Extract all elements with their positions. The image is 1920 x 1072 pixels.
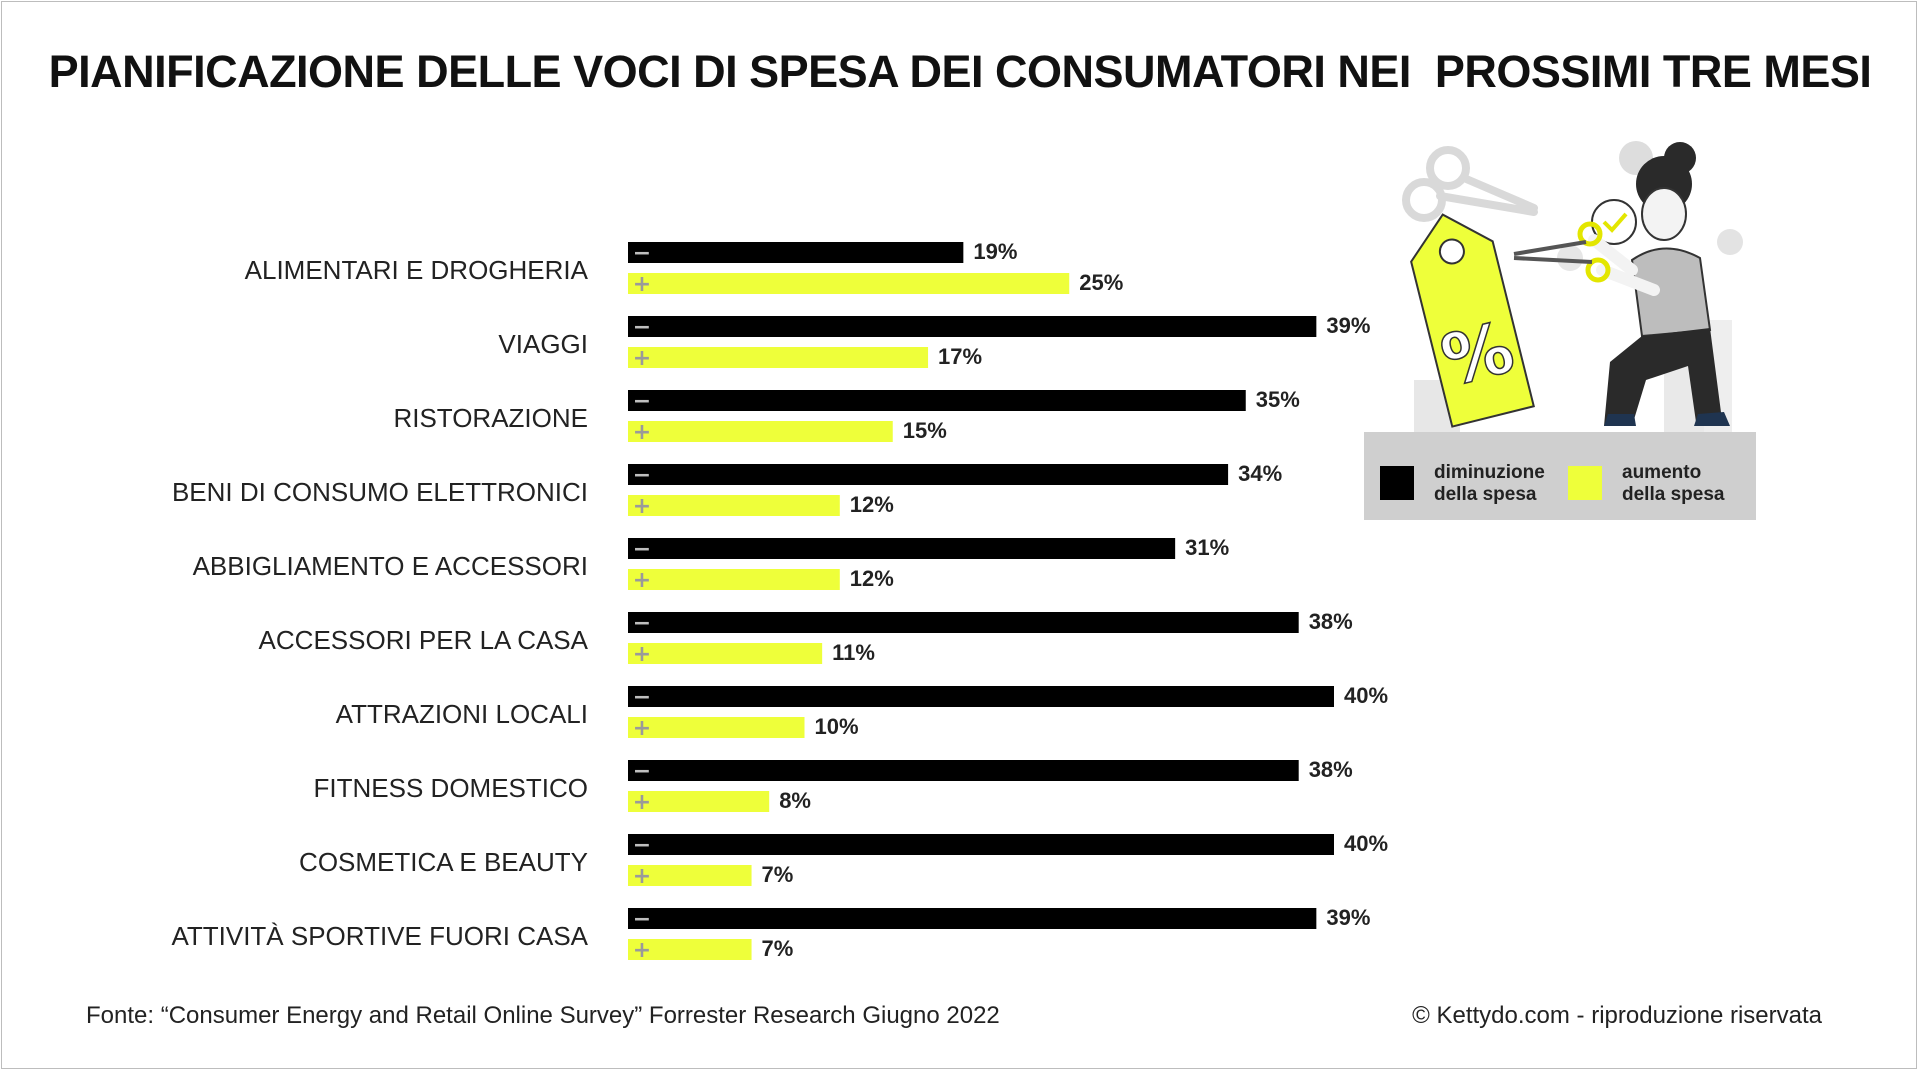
- bar-increase: [628, 791, 770, 812]
- value-label: 7%: [762, 936, 794, 961]
- bar-decrease: [628, 908, 1317, 929]
- value-label: 10%: [815, 714, 859, 739]
- value-label: 11%: [832, 640, 875, 665]
- plus-icon: +: [633, 346, 651, 371]
- plus-icon: +: [633, 790, 651, 815]
- value-label: 12%: [850, 566, 894, 591]
- legend: diminuzione della spesa aumento della sp…: [1364, 432, 1756, 520]
- plus-icon: +: [633, 568, 651, 593]
- value-label: 7%: [762, 862, 794, 887]
- bar-increase: [628, 717, 805, 738]
- minus-icon: −: [633, 759, 651, 784]
- bar-increase: [628, 495, 840, 516]
- shopping-discount-person-icon: %: [1402, 141, 1743, 432]
- legend-swatch-decrease: [1380, 466, 1414, 500]
- value-label: 38%: [1309, 757, 1353, 782]
- plus-icon: +: [633, 642, 651, 667]
- value-label: 39%: [1326, 313, 1370, 338]
- bar-increase: [628, 273, 1070, 294]
- bar-increase: [628, 643, 823, 664]
- value-label: 40%: [1344, 831, 1388, 856]
- category-label: BENI DI CONSUMO ELETTRONICI: [172, 477, 588, 507]
- category-label: ACCESSORI PER LA CASA: [259, 625, 589, 655]
- minus-icon: −: [633, 685, 651, 710]
- bar-increase: [628, 865, 752, 886]
- legend-label-decrease: diminuzione della spesa: [1434, 462, 1574, 506]
- copyright-note: © Kettydo.com - riproduzione riservata: [1412, 1002, 1822, 1029]
- category-label: ABBIGLIAMENTO E ACCESSORI: [193, 551, 588, 581]
- minus-icon: −: [633, 611, 651, 636]
- category-label: FITNESS DOMESTICO: [314, 773, 588, 803]
- chart-title: PIANIFICAZIONE DELLE VOCI DI SPESA DEI C…: [48, 46, 1872, 97]
- category-label: RISTORAZIONE: [393, 403, 588, 433]
- category-label: COSMETICA E BEAUTY: [299, 847, 588, 877]
- value-label: 31%: [1185, 535, 1229, 560]
- bar-increase: [628, 939, 752, 960]
- minus-icon: −: [633, 833, 651, 858]
- bar-decrease: [628, 464, 1229, 485]
- plus-icon: +: [633, 864, 651, 889]
- value-label: 40%: [1344, 683, 1388, 708]
- source-note: Fonte: “Consumer Energy and Retail Onlin…: [86, 1002, 1000, 1029]
- shopping-discount-illustration: %: [1364, 130, 1756, 432]
- minus-icon: −: [633, 315, 651, 340]
- value-label: 19%: [973, 239, 1017, 264]
- minus-icon: −: [633, 389, 651, 414]
- bar-decrease: [628, 760, 1299, 781]
- bar-increase: [628, 569, 840, 590]
- plus-icon: +: [633, 716, 651, 741]
- category-label: VIAGGI: [498, 329, 588, 359]
- value-label: 25%: [1079, 270, 1123, 295]
- value-label: 12%: [850, 492, 894, 517]
- category-label: ATTIVITÀ SPORTIVE FUORI CASA: [171, 921, 588, 951]
- value-label: 39%: [1326, 905, 1370, 930]
- value-label: 15%: [903, 418, 947, 443]
- value-label: 8%: [779, 788, 811, 813]
- minus-icon: −: [633, 241, 651, 266]
- bar-increase: [628, 347, 929, 368]
- value-label: 35%: [1256, 387, 1300, 412]
- plus-icon: +: [633, 494, 651, 519]
- bar-decrease: [628, 316, 1317, 337]
- minus-icon: −: [633, 537, 651, 562]
- minus-icon: −: [633, 907, 651, 932]
- bar-decrease: [628, 538, 1176, 559]
- bar-decrease: [628, 242, 964, 263]
- category-label: ATTRAZIONI LOCALI: [336, 699, 588, 729]
- plus-icon: +: [633, 420, 651, 445]
- legend-decrease-line1: diminuzione: [1434, 462, 1545, 483]
- bar-decrease: [628, 612, 1299, 633]
- plus-icon: +: [633, 938, 651, 963]
- bar-increase: [628, 421, 893, 442]
- value-label: 17%: [938, 344, 982, 369]
- bar-decrease: [628, 686, 1334, 707]
- plus-icon: +: [633, 272, 651, 297]
- legend-decrease-line2: della spesa: [1434, 484, 1537, 505]
- legend-swatch-increase: [1568, 466, 1602, 500]
- value-label: 38%: [1309, 609, 1353, 634]
- value-label: 34%: [1238, 461, 1282, 486]
- bar-decrease: [628, 390, 1246, 411]
- legend-increase-line2: della spesa: [1622, 484, 1725, 505]
- category-label: ALIMENTARI E DROGHERIA: [245, 255, 589, 285]
- minus-icon: −: [633, 463, 651, 488]
- bar-decrease: [628, 834, 1334, 855]
- legend-increase-line1: aumento: [1622, 462, 1702, 483]
- legend-label-increase: aumento della spesa: [1622, 462, 1762, 506]
